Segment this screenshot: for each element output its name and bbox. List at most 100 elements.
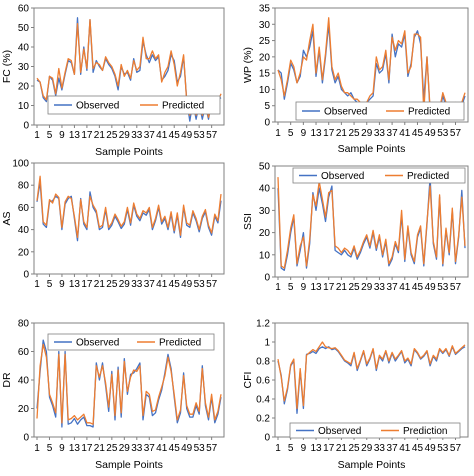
x-tick-label: 21 bbox=[94, 279, 106, 290]
x-tick-label: 1 bbox=[34, 279, 40, 290]
x-tick-label: 37 bbox=[387, 282, 399, 293]
x-tick-label: 9 bbox=[301, 128, 307, 139]
legend-label: Predicted bbox=[159, 338, 201, 349]
y-tick-label: 20 bbox=[18, 404, 30, 415]
x-tick-label: 5 bbox=[288, 128, 294, 139]
x-axis-label: Sample Points bbox=[338, 143, 406, 155]
legend-label: Prediction bbox=[403, 426, 447, 437]
legend-label: Predicted bbox=[407, 171, 449, 182]
y-tick-label: 10 bbox=[259, 85, 271, 96]
y-tick-label: 15 bbox=[259, 69, 271, 80]
plot-area-frame bbox=[274, 7, 469, 123]
y-tick-label: 40 bbox=[18, 225, 30, 236]
plot-area-frame bbox=[274, 165, 469, 278]
x-tick-label: 17 bbox=[81, 130, 93, 141]
x-tick-label: 13 bbox=[69, 443, 81, 454]
x-tick-label: 37 bbox=[144, 130, 156, 141]
y-tick-label: 10 bbox=[259, 250, 271, 261]
x-tick-label: 9 bbox=[59, 130, 65, 141]
x-tick-label: 45 bbox=[169, 130, 181, 141]
y-tick-label: 20 bbox=[259, 228, 271, 239]
x-tick-label: 9 bbox=[301, 443, 307, 454]
y-tick-label: 80 bbox=[18, 319, 30, 330]
x-tick-label: 13 bbox=[310, 128, 322, 139]
x-tick-label: 5 bbox=[288, 443, 294, 454]
x-tick-label: 17 bbox=[323, 128, 335, 139]
x-tick-label: 25 bbox=[106, 443, 118, 454]
x-tick-label: 1 bbox=[275, 128, 281, 139]
x-tick-label: 49 bbox=[425, 128, 437, 139]
x-tick-label: 41 bbox=[399, 282, 411, 293]
x-tick-label: 1 bbox=[275, 443, 281, 454]
x-tick-label: 17 bbox=[323, 443, 335, 454]
legend-label: Observed bbox=[324, 107, 367, 118]
y-tick-label: 50 bbox=[18, 23, 30, 34]
legend-box bbox=[47, 333, 215, 351]
x-tick-label: 33 bbox=[374, 128, 386, 139]
y-tick-label: 40 bbox=[259, 184, 271, 195]
x-tick-label: 13 bbox=[310, 282, 322, 293]
y-tick-label: 100 bbox=[12, 159, 29, 170]
x-tick-label: 53 bbox=[194, 443, 206, 454]
x-tick-label: 37 bbox=[144, 443, 156, 454]
y-tick-label: 60 bbox=[18, 203, 30, 214]
legend-label: Predicted bbox=[162, 101, 204, 112]
legend-label: Predicted bbox=[408, 107, 450, 118]
y-tick-label: 50 bbox=[259, 162, 271, 173]
x-tick-label: 9 bbox=[59, 279, 65, 290]
x-tick-label: 25 bbox=[106, 279, 118, 290]
x-tick-label: 17 bbox=[81, 443, 93, 454]
x-tick-label: 53 bbox=[194, 279, 206, 290]
x-tick-label: 37 bbox=[387, 128, 399, 139]
y-tick-label: 60 bbox=[18, 347, 30, 358]
x-tick-label: 25 bbox=[106, 130, 118, 141]
x-tick-label: 1 bbox=[275, 282, 281, 293]
y-tick-label: 25 bbox=[259, 36, 271, 47]
x-tick-label: 21 bbox=[336, 443, 348, 454]
x-tick-label: 17 bbox=[81, 279, 93, 290]
y-tick-label: 0 bbox=[264, 273, 270, 284]
x-tick-label: 33 bbox=[131, 279, 143, 290]
y-tick-label: 1 bbox=[264, 338, 270, 349]
x-axis-label: Sample Points bbox=[338, 459, 406, 471]
x-tick-label: 57 bbox=[450, 128, 462, 139]
x-tick-label: 45 bbox=[412, 282, 424, 293]
x-tick-label: 13 bbox=[69, 130, 81, 141]
x-tick-label: 41 bbox=[399, 443, 411, 454]
x-tick-label: 49 bbox=[181, 279, 193, 290]
x-tick-label: 57 bbox=[206, 279, 218, 290]
x-tick-label: 21 bbox=[94, 130, 106, 141]
chart-panel-6: 00.20.40.60.811.21 5 9 13 17 21 25 29 33 37 41 45 49… bbox=[242, 319, 469, 471]
x-tick-label: 5 bbox=[47, 443, 53, 454]
x-tick-label: 53 bbox=[437, 443, 449, 454]
x-axis-label: Sample Points bbox=[95, 146, 163, 158]
x-tick-label: 49 bbox=[425, 282, 437, 293]
x-axis-label: Sample Points bbox=[95, 459, 163, 471]
y-axis-label: WP (%) bbox=[242, 47, 254, 83]
y-tick-label: 0 bbox=[23, 121, 29, 132]
series-line-prediction bbox=[277, 341, 466, 410]
x-tick-label: 1 bbox=[34, 443, 40, 454]
x-tick-label: 29 bbox=[119, 130, 131, 141]
y-tick-label: 30 bbox=[18, 62, 30, 73]
x-tick-label: 33 bbox=[374, 282, 386, 293]
y-tick-label: 0.6 bbox=[256, 376, 270, 387]
legend-label: Observed bbox=[76, 101, 119, 112]
x-tick-label: 5 bbox=[47, 279, 53, 290]
x-tick-label: 21 bbox=[94, 443, 106, 454]
chart-panel-3: 0 20 40 60 80 100 1 5 9 13 17 21 25 29 33 37 41 45 49 53 57 A… bbox=[1, 159, 225, 290]
y-tick-label: 0.4 bbox=[256, 395, 270, 406]
x-tick-label: 25 bbox=[349, 282, 361, 293]
x-tick-label: 37 bbox=[387, 443, 399, 454]
x-tick-label: 33 bbox=[131, 130, 143, 141]
y-tick-label: 40 bbox=[18, 43, 30, 54]
y-axis-label: FC (%) bbox=[1, 50, 13, 83]
y-tick-label: 0 bbox=[23, 270, 29, 281]
y-tick-label: 0 bbox=[264, 433, 270, 444]
chart-panel-5: 0 20 40 60 80 1 5 9 13 17 21 25 29 33 37 41 45 49 53 57 DR Sa… bbox=[1, 319, 225, 471]
y-tick-label: 80 bbox=[18, 181, 30, 192]
y-tick-label: 40 bbox=[18, 376, 30, 387]
x-tick-label: 13 bbox=[310, 443, 322, 454]
y-tick-label: 20 bbox=[18, 247, 30, 258]
x-tick-label: 53 bbox=[437, 128, 449, 139]
